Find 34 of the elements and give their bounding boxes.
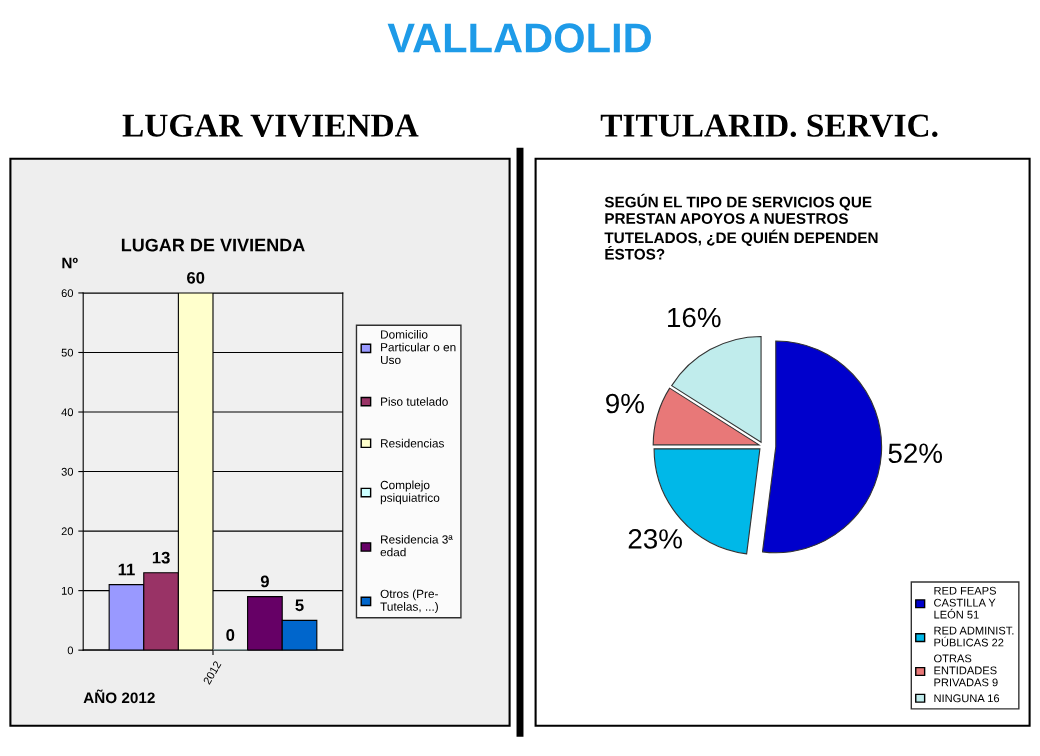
legend-label: Residencia 3ª edad — [380, 534, 453, 557]
data-label: 13 — [152, 551, 170, 564]
data-label: 60 — [187, 271, 205, 284]
legend-label: RED FEAPS CASTILLA Y LEÓN 51 — [934, 586, 996, 619]
legend-label: Complejo psiquiatrico — [380, 480, 440, 505]
legend-label: Otros (Pre-Tutelas, ...) — [380, 589, 438, 614]
data-label: 23% — [628, 529, 682, 549]
y-tick-label: 20 — [61, 527, 74, 536]
text: VALLADOLID — [387, 23, 651, 53]
data-label: 5 — [295, 599, 304, 612]
legend-label: Residencias — [381, 438, 444, 448]
data-label: 0 — [226, 629, 235, 641]
y-tick-label: 40 — [61, 408, 74, 417]
data-label: 16% — [668, 307, 721, 328]
data-label: 9 — [260, 575, 269, 588]
legend-label: RED ADMINIST. PÚBLICAS 22 — [934, 626, 1014, 647]
data-label: 11 — [118, 563, 135, 576]
data-label: 9% — [606, 393, 644, 414]
y-tick-label: 0 — [67, 646, 74, 655]
data-label: 52% — [888, 443, 943, 464]
y-tick-label: 60 — [61, 289, 74, 298]
y-tick-label: 30 — [61, 467, 74, 476]
legend-label: NINGUNA 16 — [934, 694, 1000, 703]
y-axis-title: Nº — [62, 257, 78, 269]
y-tick-label: 50 — [61, 348, 74, 357]
chart-title: SEGÚN EL TIPO DE SERVICIOS QUE PRESTAN APOYOS A NUESTROS TUTELADOS, ¿DE QUIÉN DEPENDEN ÉSTOS? — [604, 193, 878, 260]
x-axis-title: AÑO 2012 — [83, 689, 155, 704]
chart-title: LUGAR DE VIVIENDA — [121, 238, 305, 252]
legend-label: Piso tutelado — [381, 397, 448, 406]
text: LUGAR VIVIENDA — [122, 114, 419, 138]
text: TITULARID. SERVIC. — [600, 114, 938, 138]
legend-label: Domicilio Particular o en Uso — [381, 330, 456, 365]
y-tick-label: 10 — [61, 586, 74, 595]
legend-label: OTRAS ENTIDADES PRIVADAS 9 — [934, 654, 998, 687]
